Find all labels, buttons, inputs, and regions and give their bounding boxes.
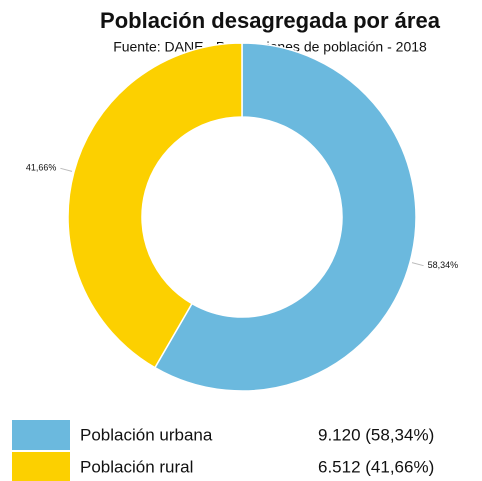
donut-slice: [67, 42, 243, 369]
leader-line: [60, 167, 73, 172]
chart-title: Población desagregada por área: [100, 8, 441, 33]
legend-value: 6.512 (41,66%): [318, 457, 434, 476]
leader-line: [411, 262, 424, 267]
data-label: 58,34%: [428, 260, 459, 270]
legend-swatch: [12, 420, 70, 450]
legend-label: Población rural: [80, 457, 193, 476]
donut-slice: [153, 42, 417, 392]
legend-value: 9.120 (58,34%): [318, 425, 434, 444]
legend-swatch: [12, 452, 70, 481]
legend-label: Población urbana: [80, 425, 213, 444]
data-label: 41,66%: [26, 163, 57, 173]
